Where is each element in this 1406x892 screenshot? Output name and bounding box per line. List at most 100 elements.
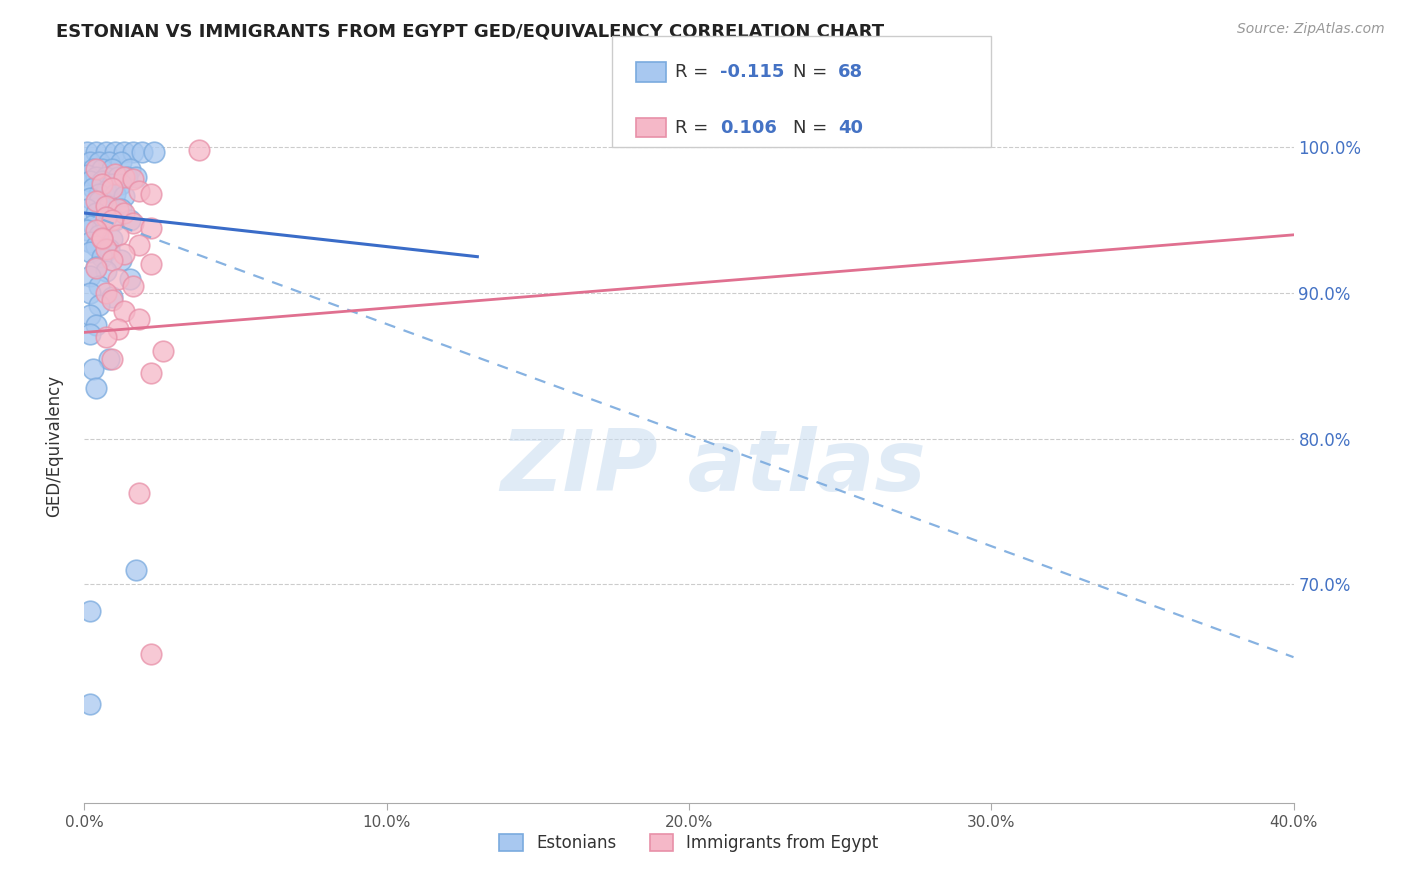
Point xyxy=(118,271,141,285)
Point xyxy=(89,155,111,169)
Point xyxy=(100,290,122,304)
Point xyxy=(139,220,162,235)
Point xyxy=(107,169,129,184)
Text: 68: 68 xyxy=(838,63,863,81)
Point xyxy=(100,293,122,308)
Point xyxy=(89,278,111,293)
Point xyxy=(131,145,153,159)
Point xyxy=(82,162,104,177)
Point xyxy=(94,211,117,225)
Point xyxy=(115,169,138,184)
Point xyxy=(112,246,135,260)
Text: 0.106: 0.106 xyxy=(720,119,776,136)
Point xyxy=(112,188,135,202)
Point xyxy=(79,308,101,322)
Point xyxy=(152,344,174,359)
Point xyxy=(94,199,117,213)
Point xyxy=(107,322,129,336)
Point xyxy=(94,243,117,257)
Point xyxy=(107,202,129,216)
Point xyxy=(112,145,135,159)
Y-axis label: GED/Equivalency: GED/Equivalency xyxy=(45,375,63,517)
Point xyxy=(139,366,162,380)
Point xyxy=(104,167,127,181)
Point xyxy=(91,231,114,245)
Point xyxy=(139,647,162,661)
Point xyxy=(86,194,108,209)
Point xyxy=(86,145,108,159)
Point xyxy=(94,184,117,198)
Text: R =: R = xyxy=(675,63,714,81)
Point xyxy=(94,169,117,184)
Text: N =: N = xyxy=(793,63,832,81)
Point xyxy=(79,286,101,301)
Point xyxy=(104,187,127,202)
Point xyxy=(79,155,101,169)
Point xyxy=(89,194,111,209)
Point xyxy=(188,144,211,158)
Point xyxy=(139,257,162,271)
Point xyxy=(110,252,132,267)
Point xyxy=(100,351,122,366)
Point xyxy=(107,227,129,242)
Legend: Estonians, Immigrants from Egypt: Estonians, Immigrants from Egypt xyxy=(492,827,886,859)
Point xyxy=(79,245,101,260)
Text: 40: 40 xyxy=(838,119,863,136)
Point xyxy=(79,697,101,711)
Point xyxy=(121,172,143,186)
Point xyxy=(79,603,101,617)
Point xyxy=(91,162,114,177)
Point xyxy=(100,177,122,191)
Point xyxy=(121,278,143,293)
Point xyxy=(86,162,108,177)
Point xyxy=(94,286,117,301)
Point xyxy=(128,238,150,252)
Point xyxy=(89,227,111,242)
Point xyxy=(86,381,108,395)
Point xyxy=(118,213,141,227)
Text: ZIP atlas: ZIP atlas xyxy=(501,425,927,509)
Point xyxy=(121,145,143,159)
Text: Source: ZipAtlas.com: Source: ZipAtlas.com xyxy=(1237,22,1385,37)
Text: -0.115: -0.115 xyxy=(720,63,785,81)
Point xyxy=(86,261,108,276)
Point xyxy=(76,202,98,216)
Point xyxy=(82,218,104,232)
Point xyxy=(79,191,101,205)
Point xyxy=(89,298,111,312)
Point xyxy=(107,271,129,285)
Point xyxy=(142,145,165,159)
Point xyxy=(82,181,104,195)
Point xyxy=(97,351,120,366)
Point xyxy=(86,223,108,237)
Point xyxy=(86,206,108,220)
Point xyxy=(76,145,98,159)
Point xyxy=(139,187,162,202)
Point xyxy=(97,155,120,169)
Point xyxy=(94,264,117,278)
Point xyxy=(94,330,117,344)
Point xyxy=(79,326,101,341)
Point xyxy=(97,199,120,213)
Point xyxy=(125,563,148,577)
Point xyxy=(100,232,122,246)
Point xyxy=(112,206,135,220)
Point xyxy=(104,213,127,227)
Point xyxy=(112,303,135,318)
Point xyxy=(82,361,104,376)
Point xyxy=(94,211,117,225)
Point xyxy=(100,213,122,227)
Text: R =: R = xyxy=(675,119,714,136)
Point xyxy=(86,260,108,274)
Point xyxy=(118,162,141,177)
Text: N =: N = xyxy=(793,119,832,136)
Point xyxy=(100,162,122,177)
Point xyxy=(94,145,117,159)
Point xyxy=(128,184,150,198)
Point xyxy=(91,232,114,246)
Text: ESTONIAN VS IMMIGRANTS FROM EGYPT GED/EQUIVALENCY CORRELATION CHART: ESTONIAN VS IMMIGRANTS FROM EGYPT GED/EQ… xyxy=(56,22,884,40)
Point xyxy=(100,181,122,195)
Point xyxy=(76,223,98,237)
Point xyxy=(110,202,132,216)
Point xyxy=(125,169,148,184)
